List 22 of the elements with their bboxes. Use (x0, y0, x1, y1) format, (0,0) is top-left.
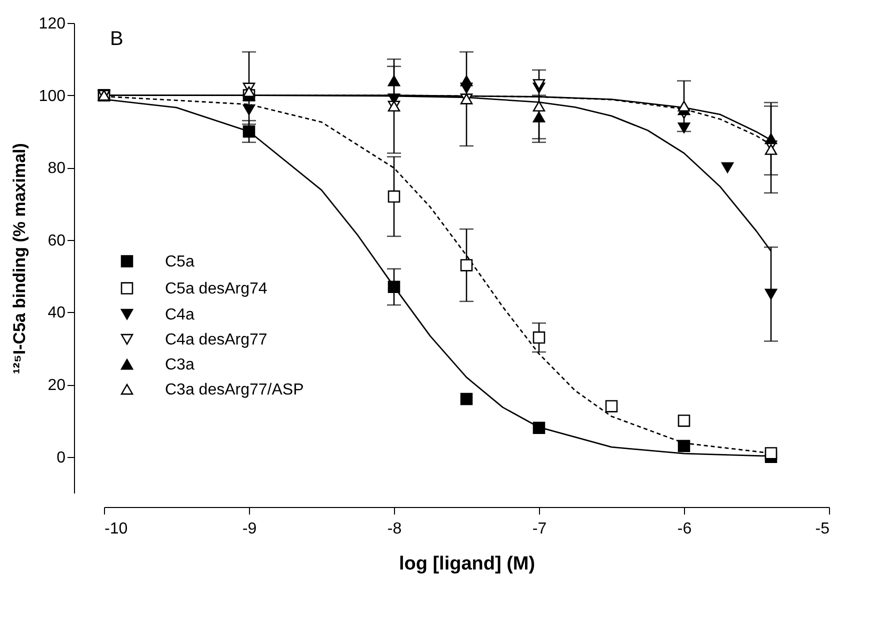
legend-label: C3a (165, 356, 194, 374)
y-tick-label: 120 (38, 16, 66, 32)
legend-label: C5a (165, 253, 194, 270)
y-tick-label: 100 (38, 88, 66, 105)
x-tick-label: -9 (242, 520, 257, 538)
legend-label: C3a desArg77/ASP (165, 381, 304, 398)
y-axis-title: ¹²⁵I-C5a binding (% maximal) (10, 143, 29, 374)
x-tick-label: -10 (104, 520, 128, 538)
y-tick-label: 0 (56, 449, 66, 466)
annotation: B (110, 28, 124, 50)
x-tick-label: -5 (815, 520, 830, 538)
y-tick-label: 20 (48, 377, 66, 394)
legend-label: C4a desArg77 (165, 331, 268, 348)
y-tick-label: 60 (48, 232, 66, 250)
legend-label: C4a (165, 306, 194, 324)
y-tick-label: 40 (48, 304, 66, 322)
y-tick-label: 80 (48, 160, 66, 178)
x-tick-label: -6 (677, 520, 692, 538)
x-axis-title: log [ligand] (M) (398, 554, 536, 574)
x-tick-label: -7 (532, 520, 547, 538)
x-tick-label: -8 (387, 520, 402, 538)
legend-label: C5a desArg74 (165, 280, 268, 298)
